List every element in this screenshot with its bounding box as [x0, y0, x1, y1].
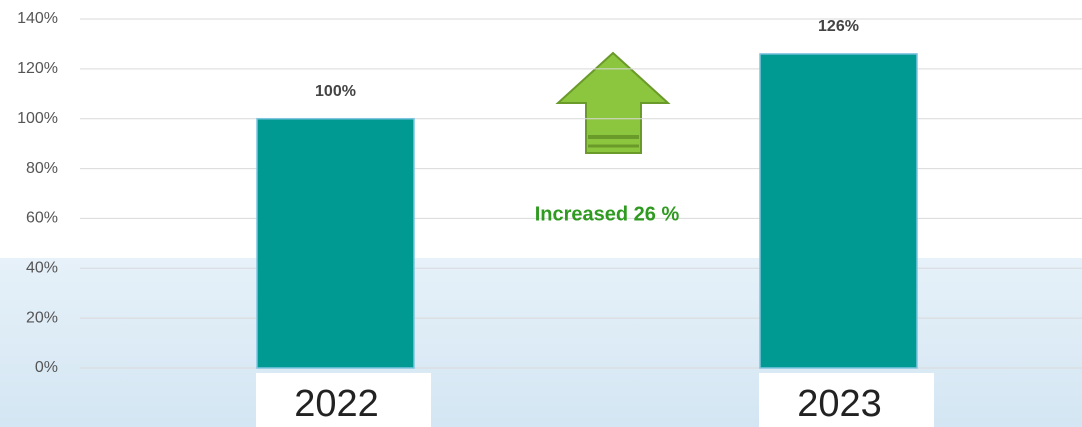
- y-tick-label: 20%: [26, 309, 58, 326]
- y-tick-label: 80%: [26, 160, 58, 177]
- bar: [257, 119, 414, 368]
- data-label: 126%: [818, 18, 859, 35]
- y-tick-label: 60%: [26, 210, 58, 227]
- x-tick-label: 2022: [294, 383, 379, 425]
- y-tick-label: 100%: [17, 110, 58, 127]
- y-tick-label: 40%: [26, 260, 58, 277]
- annotation: Increased 26 %: [535, 203, 680, 225]
- x-tick-label: 2023: [797, 383, 882, 425]
- data-label: 100%: [315, 83, 356, 100]
- y-tick-label: 120%: [17, 60, 58, 77]
- y-tick-label: 140%: [17, 10, 58, 27]
- chart: 0% 20% 40% 60% 80% 100% 120% 140% 100% 2022 126% 20…: [0, 0, 1082, 427]
- y-tick-label: 0%: [35, 359, 58, 376]
- page: 0% 20% 40% 60% 80% 100% 120% 140% 100% 2022 126% 20…: [0, 0, 1082, 427]
- bar: [760, 54, 917, 368]
